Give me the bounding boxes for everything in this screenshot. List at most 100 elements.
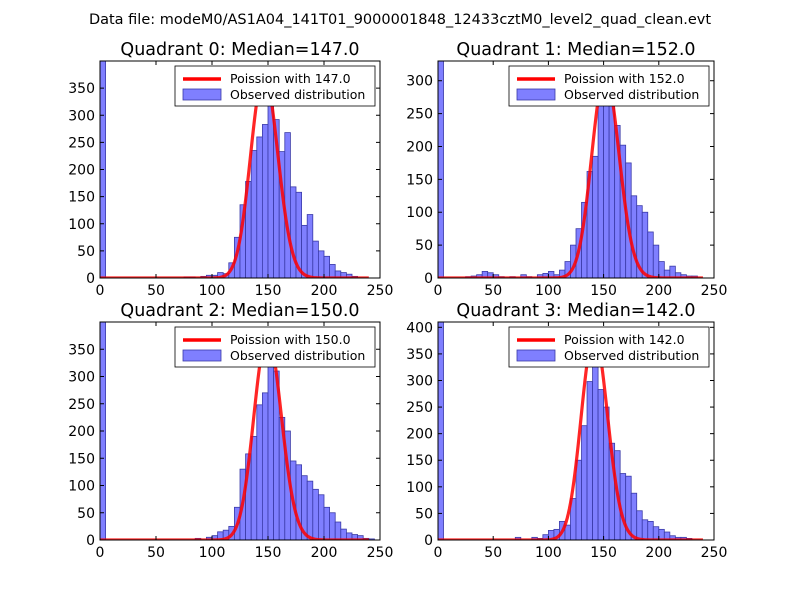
quadrant-0-bar-14 [261, 124, 269, 278]
quadrant-2-bar-29 [357, 535, 364, 540]
quadrant-3-poisson-line [438, 333, 703, 540]
quadrant-2-ytick-0: 0 [86, 533, 95, 549]
quadrant-3-ytick-0: 0 [424, 533, 433, 549]
quadrant-3-bar-14 [597, 389, 605, 540]
quadrant-2-bar-25 [334, 521, 342, 540]
quadrant-2-bar-23 [323, 506, 330, 540]
quadrant-1-xtick-4: 200 [645, 283, 672, 299]
quadrant-3-xtick-1: 50 [484, 545, 502, 561]
quadrant-1-panel: Quadrant 1: Median=152.0 0 50 100 150 200 250 0… [406, 40, 727, 299]
quadrant-3-ytick-1: 50 [415, 506, 433, 522]
quadrant-0-bar-23 [312, 240, 319, 278]
quadrant-1-legend-poisson: Poission with 152.0 [564, 71, 685, 86]
quadrant-3-ytick-6: 300 [406, 373, 433, 389]
quadrant-1-xtick-1: 50 [484, 283, 502, 299]
quadrant-2-bar-26 [340, 528, 347, 540]
quadrant-3-bar-11 [581, 425, 588, 540]
quadrant-0-xtick-4: 200 [311, 283, 338, 299]
quadrant-2-xtick-3: 150 [255, 545, 282, 561]
quadrant-3-xtick-5: 250 [701, 545, 728, 561]
quadrant-2-bar-22 [317, 494, 325, 540]
quadrant-3-legend-bar-swatch [516, 349, 556, 362]
quadrant-1-bar-35 [669, 265, 676, 278]
quadrant-0-bar-21 [301, 224, 308, 278]
quadrant-3-title: Quadrant 3: Median=142.0 [456, 301, 695, 321]
quadrant-3-bar-0 [438, 322, 444, 540]
quadrant-3-bar-24 [652, 526, 660, 540]
quadrant-0-ytick-5: 250 [68, 135, 95, 151]
quadrant-1-ytick-1: 50 [415, 238, 433, 254]
quadrant-0-title: Quadrant 0: Median=147.0 [120, 40, 359, 60]
quadrant-1-bar-22 [597, 92, 605, 278]
quadrant-0-ytick-2: 100 [68, 217, 95, 233]
quadrant-0-bar-12 [250, 150, 258, 278]
quadrant-1-ytick-6: 300 [406, 74, 433, 90]
quadrant-0-ytick-0: 0 [86, 271, 95, 287]
quadrant-0-xtick-2: 100 [199, 283, 226, 299]
quadrant-2-legend-poisson: Poission with 150.0 [230, 332, 351, 347]
quadrant-2-ytick-5: 250 [68, 397, 95, 413]
quadrant-2-bar-24 [329, 512, 336, 540]
quadrant-1-bar-24 [608, 105, 616, 278]
quadrant-3-legend-poisson: Poission with 142.0 [564, 332, 685, 347]
quadrant-3-xtick-4: 200 [645, 545, 672, 561]
quadrant-1-title: Quadrant 1: Median=152.0 [456, 40, 695, 60]
quadrant-2-xtick-4: 200 [311, 545, 338, 561]
quadrant-0-bar-13 [256, 136, 263, 278]
quadrant-1-legend-observed: Observed distribution [564, 87, 699, 102]
quadrant-2-title: Quadrant 2: Median=150.0 [120, 301, 359, 321]
quadrant-0-ytick-7: 350 [68, 81, 95, 97]
quadrant-0-legend-observed: Observed distribution [230, 87, 365, 102]
quadrant-1-bar-32 [652, 244, 660, 278]
quadrant-2-bar-20 [306, 480, 314, 540]
quadrant-1-bar-21 [592, 155, 599, 278]
quadrant-3-bar-10 [575, 459, 582, 540]
quadrant-1-xtick-3: 150 [590, 283, 617, 299]
quadrant-1-bar-31 [647, 231, 654, 278]
quadrant-0-ytick-6: 300 [68, 108, 95, 124]
quadrant-1-axes-frame [437, 60, 715, 279]
quadrant-1-bar-23 [603, 80, 610, 278]
quadrant-2-bar-21 [312, 488, 319, 540]
quadrant-2-legend-observed: Observed distribution [230, 348, 365, 363]
figure-suptitle: Data file: modeM0/AS1A04_141T01_90000018… [89, 12, 711, 28]
quadrant-2-panel: Quadrant 2: Median=150.0 0 50 100 150 200 250 0… [68, 301, 393, 561]
quadrant-3-bar-22 [641, 519, 649, 540]
quadrant-2-ytick-2: 100 [68, 479, 95, 495]
quadrant-0-xtick-5: 250 [367, 283, 394, 299]
quadrant-2-bar-12 [261, 392, 269, 540]
quadrant-2-ytick-3: 150 [68, 451, 95, 467]
quadrant-0-bar-25 [323, 255, 330, 278]
quadrant-3-xtick-0: 0 [434, 545, 443, 561]
quadrant-2-ytick-4: 200 [68, 424, 95, 440]
quadrant-1-ytick-4: 200 [406, 139, 433, 155]
quadrant-1-legend-bar-swatch [516, 88, 556, 101]
quadrant-0-bar-18 [284, 132, 291, 278]
quadrant-3-ytick-5: 250 [406, 400, 433, 416]
quadrant-3-xtick-2: 100 [535, 545, 562, 561]
quadrant-2-bar-10 [250, 436, 258, 540]
quadrant-3-ytick-7: 350 [406, 347, 433, 363]
quadrant-3-legend-observed: Observed distribution [564, 348, 699, 363]
quadrant-3-panel: Quadrant 3: Median=142.0 0 50 100 150 200 250 0… [406, 301, 727, 561]
quadrant-3-bar-21 [636, 510, 643, 540]
quadrant-1-ytick-5: 250 [406, 107, 433, 123]
quadrant-1-bar-28 [630, 195, 638, 278]
quadrant-2-xtick-2: 100 [199, 545, 226, 561]
quadrant-3-bar-20 [630, 492, 638, 540]
quadrant-2-ytick-7: 350 [68, 342, 95, 358]
quadrant-1-xtick-5: 250 [701, 283, 728, 299]
quadrant-1-bar-0 [438, 61, 444, 278]
quadrant-0-ytick-3: 150 [68, 190, 95, 206]
quadrant-0-legend-poisson: Poission with 147.0 [230, 71, 351, 86]
quadrant-0-ytick-1: 50 [77, 244, 95, 260]
quadrant-2-xtick-1: 50 [147, 545, 165, 561]
quadrant-2-xtick-0: 0 [96, 545, 105, 561]
quadrant-3-xtick-3: 150 [590, 545, 617, 561]
quadrant-3-axes-frame [437, 321, 715, 541]
quadrant-0-bar-22 [306, 214, 314, 278]
quadrant-1-ytick-3: 150 [406, 172, 433, 188]
